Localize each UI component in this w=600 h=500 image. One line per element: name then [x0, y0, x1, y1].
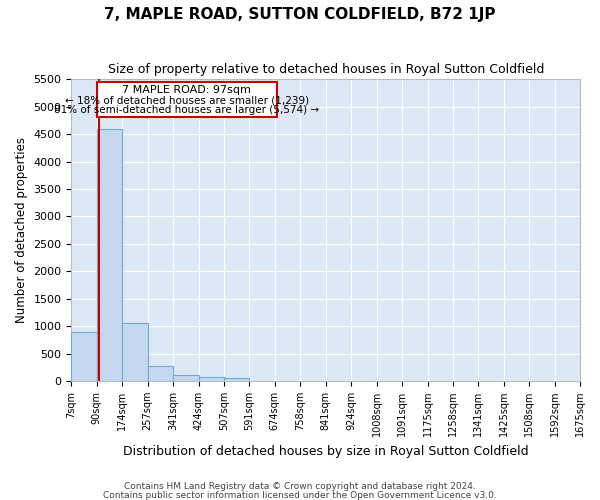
Text: 7, MAPLE ROAD, SUTTON COLDFIELD, B72 1JP: 7, MAPLE ROAD, SUTTON COLDFIELD, B72 1JP — [104, 8, 496, 22]
Bar — [199, 376, 224, 381]
Bar — [97, 129, 122, 381]
Text: 7 MAPLE ROAD: 97sqm: 7 MAPLE ROAD: 97sqm — [122, 85, 251, 95]
Text: Contains HM Land Registry data © Crown copyright and database right 2024.: Contains HM Land Registry data © Crown c… — [124, 482, 476, 491]
Text: ← 18% of detached houses are smaller (1,239): ← 18% of detached houses are smaller (1,… — [65, 96, 309, 106]
FancyBboxPatch shape — [97, 82, 277, 116]
Bar — [224, 378, 250, 381]
X-axis label: Distribution of detached houses by size in Royal Sutton Coldfield: Distribution of detached houses by size … — [123, 444, 529, 458]
Title: Size of property relative to detached houses in Royal Sutton Coldfield: Size of property relative to detached ho… — [107, 62, 544, 76]
Bar — [173, 376, 199, 381]
Text: 81% of semi-detached houses are larger (5,574) →: 81% of semi-detached houses are larger (… — [54, 106, 319, 116]
Bar — [71, 332, 97, 381]
Bar — [148, 366, 173, 381]
Text: Contains public sector information licensed under the Open Government Licence v3: Contains public sector information licen… — [103, 490, 497, 500]
Y-axis label: Number of detached properties: Number of detached properties — [15, 137, 28, 323]
Bar — [122, 323, 148, 381]
